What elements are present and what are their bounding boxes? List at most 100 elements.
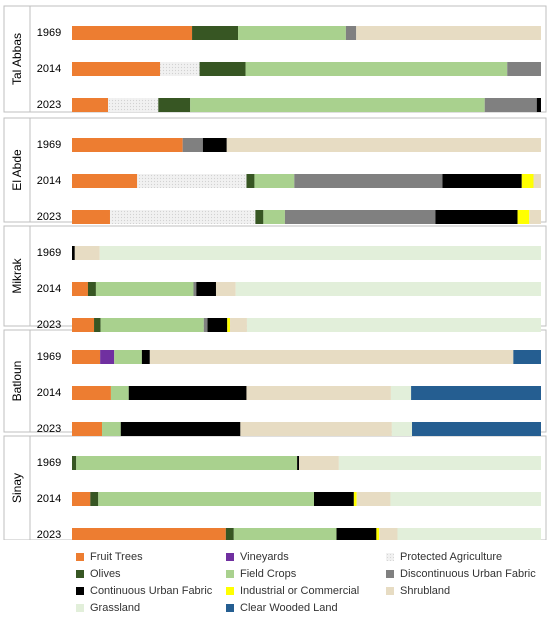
bar-segment-discontinuous-urban-fabric: [284, 210, 436, 224]
year-label: 1969: [37, 457, 61, 469]
bar-segment-shrubland: [215, 282, 236, 296]
panel-tal-abbas: [3, 5, 547, 113]
group-label-sinay: Sinay: [10, 473, 24, 503]
bar-segment-continuous-urban-fabric: [202, 138, 227, 152]
bar-segment-clear-wooded-land: [411, 386, 541, 400]
panel-el-abde: [3, 117, 547, 223]
bar-segment-fruit-trees: [72, 318, 95, 332]
bar-segment-field-crops: [95, 282, 194, 296]
bar-segment-field-crops: [238, 26, 346, 40]
bar-segment-continuous-urban-fabric: [141, 350, 150, 364]
legend-label: Continuous Urban Fabric: [90, 584, 213, 597]
legend-item-industrial-or-commercial: Industrial or Commercial: [226, 582, 386, 599]
year-label: 2014: [37, 493, 61, 505]
group-label-el-abde: El Abde: [10, 149, 24, 191]
legend-label: Discontinuous Urban Fabric: [400, 567, 536, 580]
bar-segment-shrubland: [246, 386, 391, 400]
bar-segment-discontinuous-urban-fabric: [484, 98, 537, 112]
bar-segment-shrubland: [149, 350, 514, 364]
legend-item-vineyards: Vineyards: [226, 548, 386, 565]
bar-segment-shrubland: [230, 318, 247, 332]
legend-swatch: [76, 603, 84, 612]
legend-swatch: [76, 586, 84, 595]
year-label: 1969: [37, 139, 61, 151]
legend-swatch: [76, 569, 84, 578]
bar-segment-protected-agriculture: [160, 62, 200, 76]
bar-segment-protected-agriculture: [137, 174, 247, 188]
bar-segment-olives: [255, 210, 264, 224]
legend-item-olives: Olives: [76, 565, 226, 582]
bar-segment-fruit-trees: [72, 528, 226, 540]
legend-label: Olives: [90, 567, 121, 580]
bar-segment-grassland: [338, 456, 541, 470]
legend-label: Field Crops: [240, 567, 297, 580]
bar-segment-fruit-trees: [72, 210, 110, 224]
bar-segment-shrubland: [356, 26, 541, 40]
year-label: 2023: [37, 99, 61, 111]
panel-sinay: [3, 435, 547, 540]
year-label: 2023: [37, 423, 61, 435]
bar-segment-shrubland: [529, 210, 541, 224]
year-label: 2014: [37, 175, 61, 187]
group-label-tal-abbas: Tal Abbas: [10, 33, 24, 85]
bar-segment-industrial-or-commercial: [376, 528, 380, 540]
bar-segment-discontinuous-urban-fabric: [203, 318, 208, 332]
bar-segment-continuous-urban-fabric: [536, 98, 541, 112]
bar-segment-continuous-urban-fabric: [336, 528, 377, 540]
stacked-bar-chart: Tal Abbas 1969 2014 2023 El Abde 1969 2014 2023…: [3, 5, 547, 540]
bar-segment-clear-wooded-land: [513, 350, 541, 364]
legend-item-continuous-urban-fabric: Continuous Urban Fabric: [76, 582, 226, 599]
bar-segment-olives: [246, 174, 255, 188]
legend-label: Clear Wooded Land: [240, 601, 338, 614]
legend-label: Protected Agriculture: [400, 550, 503, 563]
bar-segment-vineyards: [100, 350, 115, 364]
bar-segment-fruit-trees: [72, 138, 183, 152]
bar-segment-shrubland: [533, 174, 541, 188]
legend-swatch: [386, 552, 394, 561]
bar-segment-discontinuous-urban-fabric: [193, 282, 197, 296]
legend-label: Vineyards: [240, 550, 289, 563]
bar-segment-grassland: [390, 386, 412, 400]
bar-segment-protected-agriculture: [109, 210, 256, 224]
bar-segment-fruit-trees: [72, 26, 193, 40]
bar-segment-field-crops: [114, 350, 142, 364]
bar-segment-continuous-urban-fabric: [120, 422, 241, 436]
bar-segment-discontinuous-urban-fabric: [345, 26, 357, 40]
bar-segment-fruit-trees: [72, 98, 109, 112]
legend-label: Grassland: [90, 601, 141, 614]
bar-segment-shrubland: [240, 422, 392, 436]
bar-segment-grassland: [391, 422, 413, 436]
bar-segment-shrubland: [226, 138, 541, 152]
legend-label: Shrubland: [400, 584, 451, 597]
bar-segment-olives: [72, 456, 77, 470]
bar-segment-olives: [158, 98, 191, 112]
legend-swatch: [226, 586, 234, 595]
legend-swatch: [386, 569, 394, 578]
legend-item-grassland: Grassland: [76, 599, 226, 616]
bar-segment-field-crops: [100, 318, 204, 332]
bar-segment-discontinuous-urban-fabric: [507, 62, 541, 76]
bar-segment-grassland: [397, 528, 541, 540]
legend: Fruit Trees Vineyards Protected Agricultur…: [76, 548, 546, 618]
bar-segment-fruit-trees: [72, 422, 103, 436]
year-label: 2014: [37, 63, 61, 75]
bar-segment-field-crops: [233, 528, 337, 540]
year-label: 2014: [37, 283, 61, 295]
legend-item-clear-wooded-land: Clear Wooded Land: [226, 599, 386, 616]
bar-segment-continuous-urban-fabric: [196, 282, 216, 296]
bar-segment-industrial-or-commercial: [353, 492, 357, 506]
panel-batloun: [3, 329, 547, 433]
legend-item-field-crops: Field Crops: [226, 565, 386, 582]
group-label-mikrak: Mikrak: [10, 257, 24, 293]
year-label: 1969: [37, 351, 61, 363]
bar-segment-field-crops: [98, 492, 314, 506]
legend-swatch: [76, 552, 84, 561]
legend-swatch: [226, 552, 234, 561]
legend-swatch: [226, 603, 234, 612]
bar-segment-continuous-urban-fabric: [435, 210, 518, 224]
bar-segment-field-crops: [254, 174, 295, 188]
year-label: 2023: [37, 211, 61, 223]
bar-segment-olives: [192, 26, 239, 40]
bar-segment-fruit-trees: [72, 282, 88, 296]
legend-swatch: [226, 569, 234, 578]
